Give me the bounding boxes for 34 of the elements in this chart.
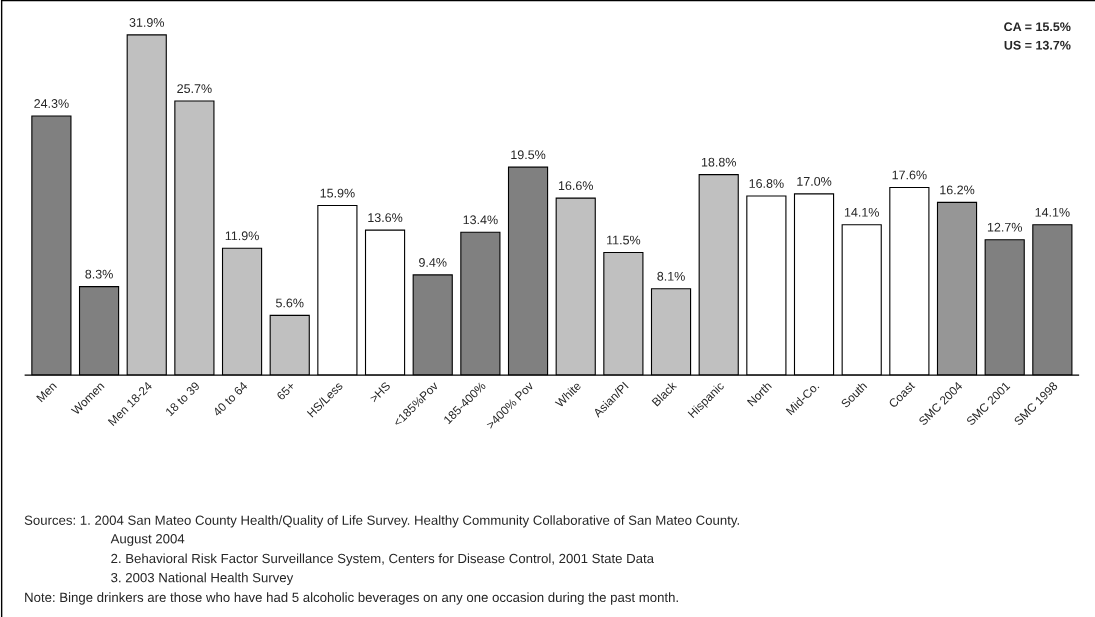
data-label: 13.6% [368,213,403,223]
x-tick-label: 18 to 39 [165,381,201,417]
data-label: 18.8% [701,157,736,167]
data-label: 13.4% [463,215,498,225]
data-label: 25.7% [177,84,212,94]
annotation: US = 13.7% [1004,40,1071,50]
source-note: Sources: 1. 2004 San Mateo County Health/Quality of Life Survey. Healthy Community Collaborative of San Mateo County. [24,515,739,528]
data-label: 9.4% [419,258,447,267]
data-label: 16.8% [749,179,784,188]
data-label: 14.1% [844,207,879,217]
data-label: 11.9% [225,231,259,241]
x-tick-label: Men [36,381,57,403]
text: 2. Behavioral Risk Factor Surveillance System, Centers for Disease Control, 2001 State Data [111,553,655,566]
data-label: 19.5% [511,150,546,160]
data-label: 8.1% [657,271,685,281]
text: August 2004 [110,534,185,547]
data-label: 17.0% [797,176,832,186]
x-tick-label: 40 to 64 [212,381,248,417]
data-label: 14.1% [1035,207,1070,217]
data-label: 8.3% [85,269,113,279]
text: CA = 15.5% [1004,22,1071,32]
data-label: 15.9% [320,188,355,198]
data-label: 31.9% [129,18,165,27]
data-label: 16.6% [558,181,593,191]
data-label: 11.5% [607,235,641,245]
data-label: 24.3% [34,99,69,108]
text: 3. 2003 National Health Survey [111,572,294,585]
data-label: 5.6% [275,298,304,308]
data-label: 16.2% [940,185,975,195]
text: Note: Binge drinkers are those who have had 5 alcoholic beverages on any one occasion during the past month. [25,592,678,605]
data-label: 17.6% [892,170,927,180]
x-tick-label: >HS [369,381,391,403]
x-tick-label: 65+ [276,381,296,401]
data-label: 12.7% [987,222,1022,232]
